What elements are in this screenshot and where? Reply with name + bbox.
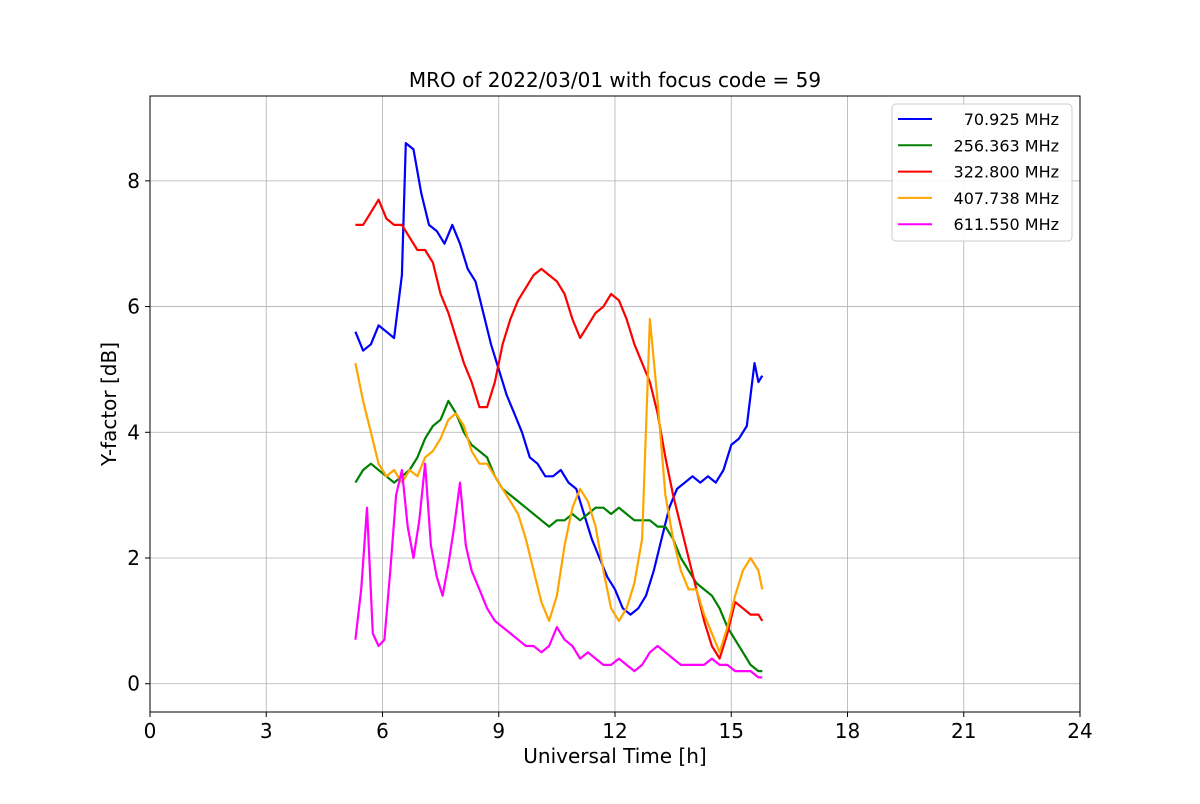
series-line-0 [354,142,764,616]
x-tick-label: 12 [602,719,627,743]
legend-label: 407.738 MHz [954,189,1059,208]
legend-box [891,103,1073,242]
y-axis-label: Y-factor [dB] [97,342,121,467]
series-line-3 [354,318,764,654]
x-axis-ticks: 0 3 6 9 12 15 18 21 24 [144,712,1093,743]
y-tick-label: 0 [127,672,140,696]
x-axis-label: Universal Time [h] [523,744,706,768]
y-tick-label: 8 [127,169,140,193]
chart-title: MRO of 2022/03/01 with focus code = 59 [409,68,821,92]
x-tick-label: 6 [376,719,389,743]
x-tick-label: 18 [835,719,860,743]
legend-label: 322.800 MHz [954,163,1059,182]
x-tick-label: 24 [1067,719,1092,743]
x-tick-label: 15 [719,719,744,743]
x-tick-label: 9 [492,719,505,743]
y-tick-label: 4 [127,420,140,444]
series-lines [354,142,764,679]
legend-label: 611.550 MHz [954,215,1059,234]
series-line-4 [354,462,763,679]
x-tick-label: 3 [260,719,273,743]
y-tick-label: 6 [127,295,140,319]
y-tick-label: 2 [127,546,140,570]
legend: 70.925 MHz 256.363 MHz 322.800 MHz 407.738 … [891,103,1073,242]
legend-label: 70.925 MHz [964,110,1059,129]
x-tick-label: 0 [144,719,157,743]
x-tick-label: 21 [951,719,976,743]
y-axis-ticks: 0 2 4 6 8 [127,169,150,696]
legend-label: 256.363 MHz [954,136,1059,155]
series-line-1 [354,399,763,673]
